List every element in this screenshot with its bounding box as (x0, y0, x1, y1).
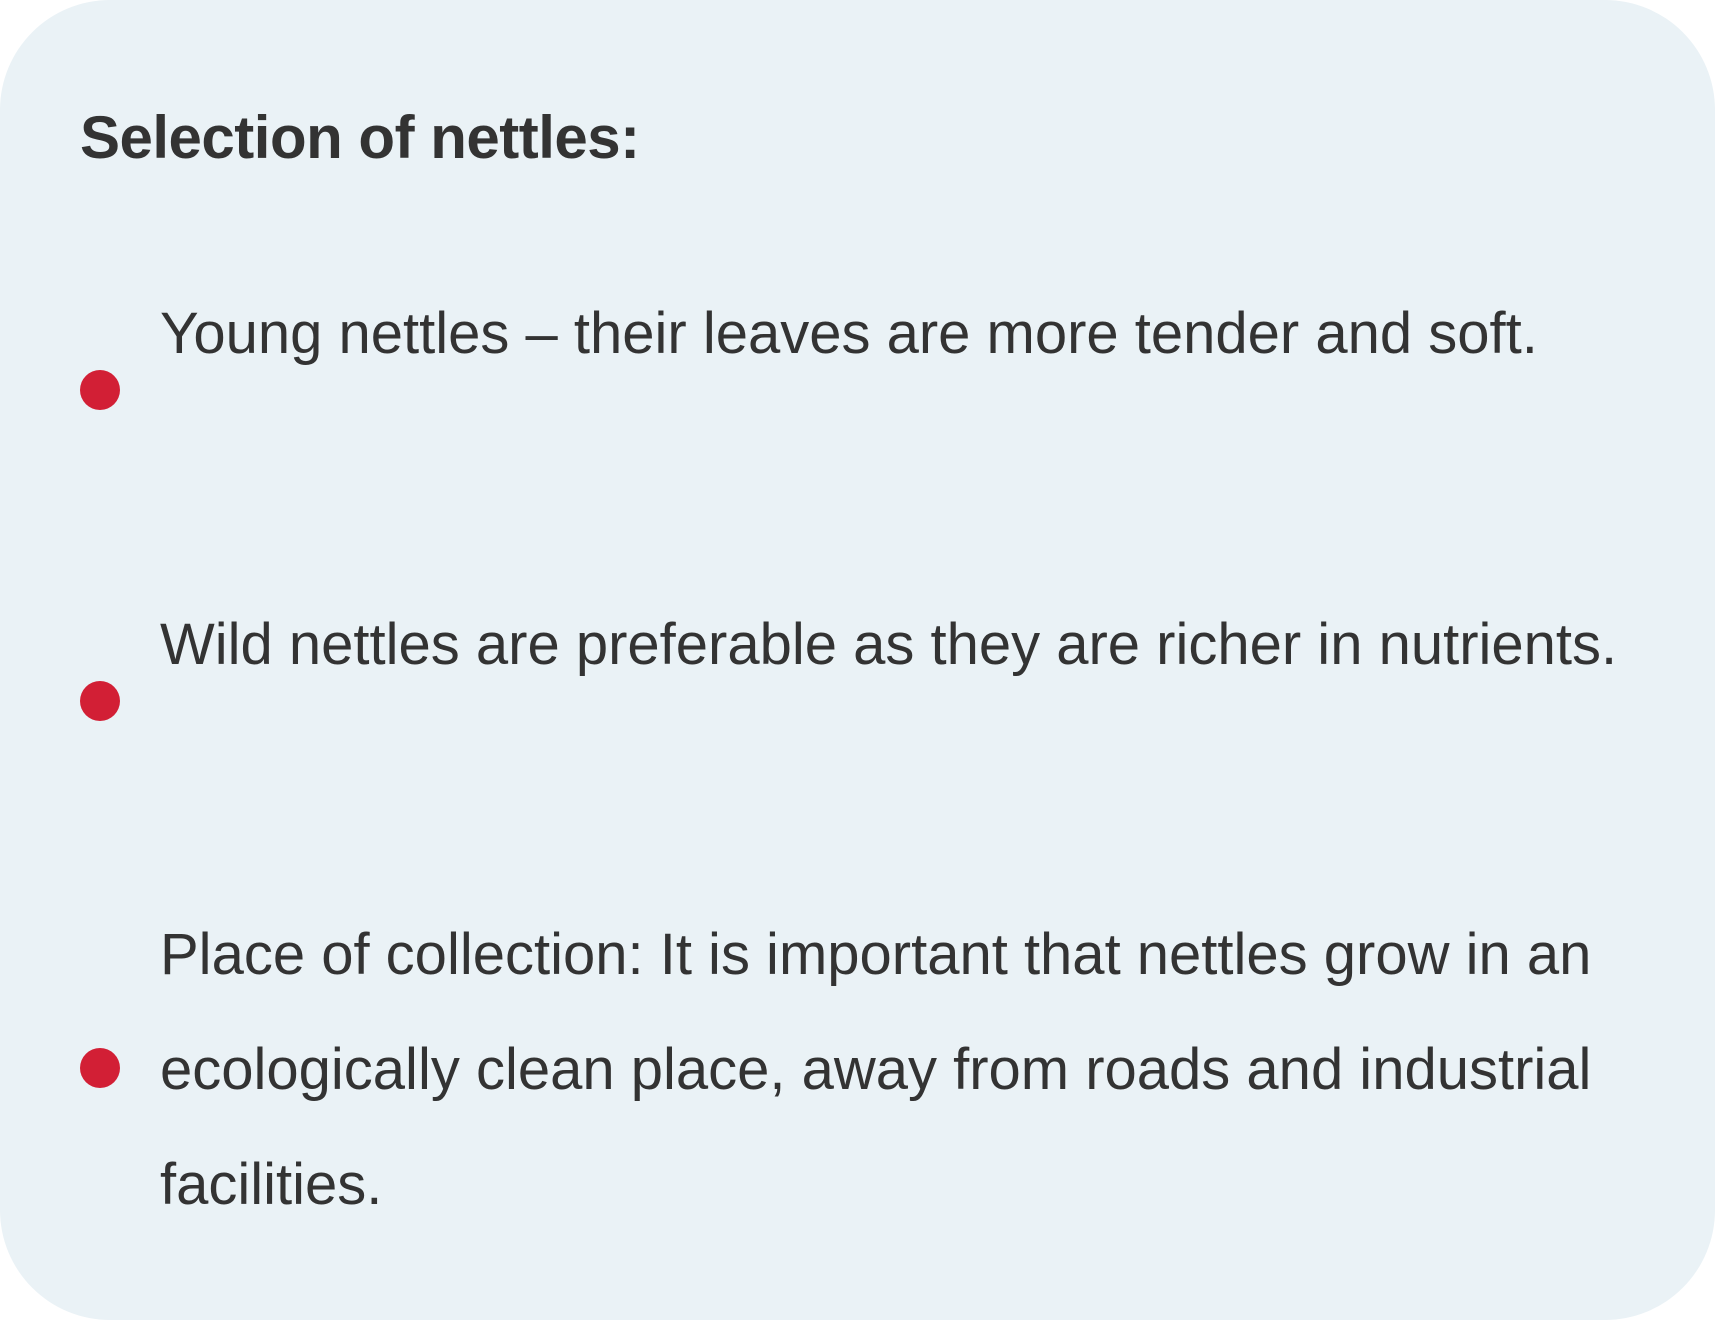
list-item-text: Wild nettles are preferable as they are … (160, 612, 1618, 677)
card-heading: Selection of nettles: (80, 104, 640, 171)
bullet-dot-icon (80, 1048, 120, 1088)
bullet-dot-icon (80, 681, 120, 721)
bullet-dot-icon (80, 370, 120, 410)
list-item-text: Young nettles – their leaves are more te… (160, 301, 1538, 366)
list-item-text: Place of collection: It is important tha… (160, 922, 1592, 1217)
